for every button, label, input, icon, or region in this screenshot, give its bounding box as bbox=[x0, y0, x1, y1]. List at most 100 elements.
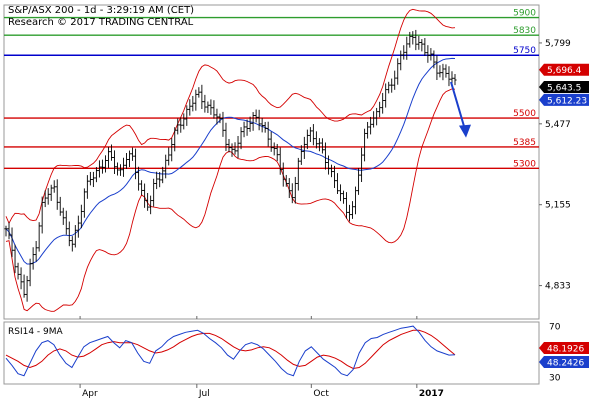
price-bar bbox=[206, 101, 210, 113]
price-badge-label: 5,696.4 bbox=[547, 66, 582, 76]
bollinger-bands bbox=[5, 8, 456, 312]
level-label-5385: 5385 bbox=[513, 138, 536, 148]
price-bar bbox=[106, 147, 111, 168]
price-bar bbox=[369, 116, 373, 135]
price-bar bbox=[260, 117, 264, 133]
price-bar bbox=[353, 186, 358, 215]
price-bar bbox=[393, 70, 397, 90]
price-bar bbox=[405, 36, 409, 60]
price-bar bbox=[375, 107, 379, 126]
price-bar bbox=[10, 227, 14, 258]
price-bar bbox=[188, 99, 192, 116]
price-bar bbox=[82, 188, 86, 218]
price-badge: 5,612.23 bbox=[539, 93, 589, 106]
price-bar bbox=[167, 147, 171, 166]
price-bar bbox=[16, 262, 20, 280]
price-bar bbox=[447, 66, 451, 87]
price-bar bbox=[140, 180, 144, 196]
price-bar bbox=[381, 92, 385, 114]
price-bar bbox=[372, 111, 376, 128]
forecast-arrow-head bbox=[459, 124, 471, 138]
price-bar bbox=[209, 99, 213, 115]
price-bar bbox=[293, 176, 297, 204]
price-bar bbox=[302, 136, 306, 159]
price-bar bbox=[317, 138, 321, 152]
rsi-badge-label: 48.1926 bbox=[547, 345, 584, 355]
price-bar bbox=[402, 45, 406, 60]
price-bar bbox=[52, 180, 56, 193]
price-bar bbox=[200, 84, 204, 110]
price-bar bbox=[266, 121, 270, 147]
price-bar bbox=[275, 143, 279, 161]
time-axis: Apr Jul Oct 2017 bbox=[79, 316, 444, 399]
rsi-tick-label: 30 bbox=[549, 374, 561, 384]
price-bar bbox=[429, 48, 433, 61]
price-bar bbox=[399, 50, 403, 71]
price-bar bbox=[94, 167, 99, 183]
price-bar bbox=[314, 131, 318, 149]
rsi-panel-label: RSI14 - 9MA bbox=[8, 327, 64, 337]
price-bar bbox=[88, 171, 92, 186]
chart-research-credit: Research © 2017 TRADING CENTRAL bbox=[8, 17, 194, 28]
price-bar bbox=[28, 258, 32, 287]
price-bar bbox=[212, 100, 216, 119]
price-bar bbox=[281, 162, 285, 187]
price-axis: 5,799 5,477 5,155 4,833 bbox=[539, 39, 571, 292]
price-bar bbox=[37, 222, 41, 252]
price-bar bbox=[4, 225, 8, 237]
price-badge-box bbox=[539, 63, 589, 76]
price-bar bbox=[67, 221, 71, 247]
price-bar bbox=[239, 127, 243, 150]
price-bar bbox=[115, 162, 120, 176]
price-bar bbox=[335, 173, 340, 195]
price-bar bbox=[103, 155, 108, 173]
price-bar bbox=[133, 148, 138, 180]
price-bar bbox=[272, 142, 276, 156]
price-bar bbox=[215, 108, 219, 125]
time-tick-label: Oct bbox=[313, 389, 329, 399]
price-bar bbox=[46, 188, 50, 205]
price-bar bbox=[311, 124, 315, 146]
price-bars bbox=[4, 29, 457, 302]
price-bar bbox=[242, 121, 246, 138]
price-bar bbox=[420, 39, 424, 52]
price-bar bbox=[320, 138, 325, 154]
price-bar bbox=[85, 175, 89, 199]
price-bar bbox=[136, 166, 141, 191]
price-bar bbox=[149, 195, 153, 215]
price-bar bbox=[182, 113, 186, 130]
price-bar bbox=[332, 165, 337, 188]
price-bar bbox=[329, 164, 334, 178]
price-bar bbox=[152, 178, 156, 207]
price-bar bbox=[230, 143, 234, 157]
price-bar bbox=[127, 150, 132, 168]
price-bar bbox=[326, 155, 331, 175]
price-bar bbox=[58, 196, 62, 216]
price-bar bbox=[257, 109, 261, 131]
price-bar bbox=[284, 174, 288, 187]
price-bar bbox=[438, 65, 442, 78]
forecast-arrow bbox=[450, 81, 471, 138]
price-bar bbox=[338, 184, 343, 202]
time-tick-label: 2017 bbox=[419, 389, 444, 399]
price-bar bbox=[49, 184, 53, 201]
level-label-5500: 5500 bbox=[513, 109, 536, 119]
price-bar bbox=[269, 131, 273, 152]
price-bar bbox=[287, 178, 291, 199]
price-bar bbox=[100, 159, 105, 174]
level-label-5830: 5830 bbox=[513, 26, 536, 36]
price-badge-box bbox=[539, 93, 589, 106]
price-bar bbox=[118, 164, 123, 176]
price-bar bbox=[296, 157, 300, 191]
price-bar bbox=[233, 142, 237, 155]
chart-symbol-title: S&P/ASX 200 - 1d - 3:29:19 AM (CET) bbox=[8, 5, 194, 16]
price-bar bbox=[444, 64, 448, 78]
rsi-ma-line bbox=[5, 329, 456, 370]
price-tick-label: 5,155 bbox=[545, 201, 571, 211]
price-bar bbox=[109, 144, 114, 161]
rsi-badge-box bbox=[539, 342, 589, 354]
price-bar bbox=[278, 147, 282, 175]
rsi-panel-frame bbox=[3, 321, 540, 385]
price-bar bbox=[130, 147, 135, 161]
